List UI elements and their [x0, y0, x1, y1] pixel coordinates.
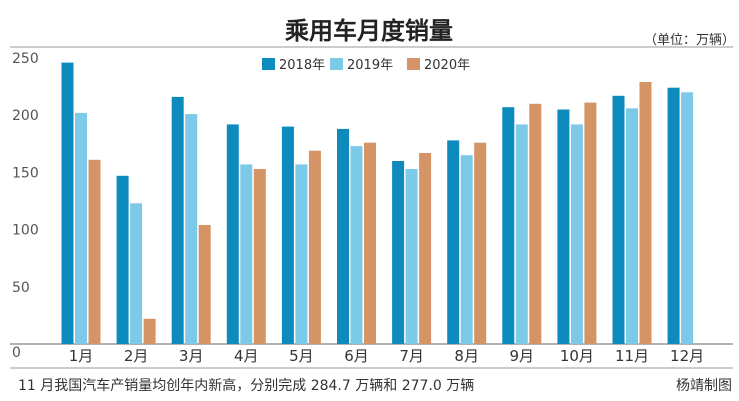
legend-item: 2019年 — [330, 58, 393, 73]
y-tick-label: 50 — [12, 280, 30, 296]
bar — [281, 126, 294, 344]
bar — [295, 164, 308, 344]
bar — [639, 82, 652, 344]
bar — [405, 169, 418, 344]
bar — [116, 175, 129, 344]
bar — [681, 92, 694, 344]
legend-label: 2019年 — [347, 58, 393, 73]
x-tick-label: 9月 — [510, 347, 535, 365]
legend-swatch — [330, 58, 343, 70]
bar — [529, 103, 542, 344]
bar — [171, 96, 184, 345]
legend-item: 2018年 — [262, 58, 325, 73]
x-tick-label: 4月 — [234, 347, 259, 365]
bar — [460, 155, 473, 344]
bar — [61, 62, 74, 344]
unit-label: （单位：万辆） — [644, 33, 735, 48]
bar — [626, 108, 638, 344]
footer-credit: 杨靖制图 — [676, 378, 732, 394]
y-tick-label: 250 — [12, 51, 39, 67]
y-tick-label: 150 — [12, 165, 39, 181]
bar — [185, 114, 198, 344]
legend-swatch — [262, 58, 275, 70]
x-tick-label: 5月 — [289, 347, 314, 365]
y-tick-label: 0 — [12, 345, 21, 361]
bar — [515, 124, 528, 345]
footer-caption: 11 月我国汽车产销量均创年内新高，分别完成 284.7 万辆和 277.0 万… — [18, 377, 474, 394]
bar — [130, 203, 143, 344]
bar — [447, 140, 460, 344]
bar — [88, 159, 101, 344]
x-tick-label: 3月 — [179, 347, 204, 365]
x-tick-label: 8月 — [454, 347, 479, 365]
legend: 2018年 2019年 2020年 — [262, 58, 470, 73]
x-tick-label: 10月 — [560, 347, 594, 365]
x-tick-label: 6月 — [344, 347, 369, 365]
bar — [612, 95, 625, 344]
bar — [143, 318, 156, 344]
bar — [253, 169, 266, 344]
legend-label: 2020年 — [424, 58, 470, 73]
x-tick-label: 1月 — [69, 347, 94, 365]
bar — [226, 124, 239, 345]
bar — [570, 124, 583, 345]
legend-label: 2018年 — [279, 58, 325, 73]
chart-title: 乘用车月度销量 — [284, 17, 453, 45]
bar — [350, 146, 363, 344]
x-tick-label: 12月 — [670, 347, 704, 365]
bar — [337, 128, 349, 344]
bar — [364, 142, 376, 344]
bar — [557, 109, 570, 344]
bar — [198, 225, 211, 344]
bar — [308, 150, 321, 344]
x-tick-labels: 1月 2月 3月 4月 5月 6月 7月 8月 9月 10月 11月 12月 — [69, 347, 704, 365]
bar — [667, 87, 680, 344]
bar — [419, 153, 432, 344]
bar — [584, 102, 597, 344]
bar — [392, 161, 405, 344]
bar — [502, 107, 515, 344]
x-tick-label: 2月 — [124, 347, 149, 365]
x-tick-label: 7月 — [399, 347, 424, 365]
y-tick-label: 100 — [12, 223, 39, 239]
bar — [240, 164, 253, 344]
bars — [61, 62, 694, 345]
bar — [474, 142, 487, 344]
legend-item: 2020年 — [407, 58, 470, 73]
legend-swatch — [407, 58, 420, 70]
y-tick-label: 200 — [12, 108, 39, 124]
x-tick-label: 11月 — [615, 347, 649, 365]
bar — [75, 112, 87, 345]
